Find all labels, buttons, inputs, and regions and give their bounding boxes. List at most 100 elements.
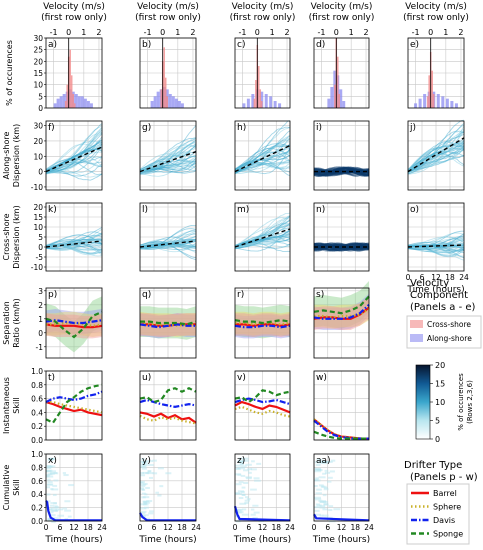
density-cell: [46, 493, 51, 496]
dispersion-track: [313, 244, 370, 250]
panel-n: n): [313, 202, 370, 272]
density-cell: [157, 467, 164, 470]
density-cell: [328, 509, 333, 512]
dispersion-track: [407, 239, 465, 253]
density-cell: [52, 484, 58, 487]
colorbar-tick-label: 0: [435, 435, 440, 444]
cross-shore-swatch: [410, 320, 423, 328]
along-shore-bar: [150, 101, 154, 108]
dispersion-track: [139, 240, 197, 249]
dispersion-track: [313, 166, 370, 178]
density-cell: [240, 474, 246, 477]
panel-f: f) -10 0 10 20 30: [31, 120, 103, 192]
y-tick-label: -5: [36, 253, 44, 262]
density-cell: [235, 483, 242, 486]
dispersion-track: [140, 139, 197, 175]
density-cell: [322, 508, 328, 511]
dispersion-track: [313, 167, 370, 176]
y-tick-label: 0.8: [31, 381, 43, 390]
dispersion-track: [313, 169, 370, 174]
density-cell: [147, 463, 154, 466]
dispersion-track: [234, 161, 291, 170]
dispersion-track: [313, 243, 370, 251]
top-tick-label: -1: [238, 28, 246, 37]
dispersion-track: [407, 152, 465, 171]
dispersion-track: [45, 234, 103, 247]
sponge-line: [313, 295, 370, 315]
density-cell: [242, 457, 249, 460]
panel-frame: [313, 37, 370, 109]
dispersion-track: [139, 163, 197, 172]
density-cell: [314, 470, 322, 473]
y-tick-label: 0: [38, 329, 43, 338]
panel-x: x) 0.0 0.2 0.4 0.6 0.8 1.0 0 6 12 18 24 Time (hours): [31, 450, 107, 545]
dispersion-track: [234, 148, 291, 175]
density-cell: [145, 486, 150, 489]
density-cell: [236, 509, 242, 512]
cross-shore-bar: [337, 56, 339, 108]
density-cell: [240, 491, 245, 494]
cross-shore-bar: [428, 75, 430, 108]
x-tick-label: 24: [364, 523, 374, 532]
density-cell: [141, 465, 147, 468]
along-shore-bar: [171, 96, 175, 108]
density-cell: [47, 459, 54, 462]
dispersion-track: [313, 168, 370, 175]
density-cell: [244, 501, 249, 504]
dispersion-track: [234, 228, 291, 252]
along-shore-bar: [273, 101, 277, 108]
dispersion-track: [407, 245, 465, 251]
top-axis-sublabel: (first row only): [309, 13, 375, 23]
y-tick-label: 0.4: [31, 490, 43, 499]
panel-d: d) -1 0 1 2 Velocity (m/s)(first row only): [309, 2, 375, 109]
x-axis-label: Time (hours): [233, 535, 291, 545]
dispersion-track: [407, 154, 465, 173]
x-axis-label: Time (hours): [138, 535, 196, 545]
x-tick-label: 0: [44, 523, 49, 532]
density-cell: [318, 484, 324, 487]
sphere-line: [314, 308, 370, 319]
top-tick-label: 1: [270, 28, 275, 37]
sphere-line: [234, 405, 291, 418]
cross-shore-bar: [338, 94, 341, 108]
density-cell: [155, 491, 159, 494]
density-cell: [247, 471, 252, 474]
x-tick-label: 12: [431, 273, 441, 282]
dispersion-track: [45, 228, 103, 251]
density-cell: [241, 493, 246, 496]
dispersion-track: [313, 166, 370, 178]
density-cell: [323, 486, 328, 489]
dispersion-track: [45, 129, 103, 174]
density-cell: [320, 485, 325, 488]
panel-letter: x): [48, 456, 57, 466]
panel-c: c) -1 0 1 2 Velocity (m/s)(first row only): [230, 2, 295, 109]
density-cell: [237, 511, 244, 514]
along-shore-bar: [62, 94, 66, 108]
dispersion-track: [407, 123, 465, 174]
dispersion-track: [45, 238, 103, 254]
dispersion-track: [45, 127, 103, 174]
density-cell: [49, 511, 54, 514]
dispersion-track: [139, 153, 197, 170]
dispersion-track: [139, 158, 197, 173]
x-tick-label: 0: [406, 273, 411, 282]
dispersion-track: [139, 155, 197, 173]
dispersion-track: [407, 124, 465, 175]
y-tick-label: -1: [36, 343, 44, 352]
dispersion-track: [45, 240, 103, 251]
dispersion-track: [45, 141, 103, 172]
along-shore-bar: [242, 103, 246, 108]
dispersion-track: [139, 243, 197, 249]
dispersion-track: [313, 242, 370, 252]
panel-frame: [234, 287, 291, 359]
davis-line: [139, 512, 196, 522]
dispersion-track: [313, 242, 370, 252]
density-cell: [57, 508, 63, 511]
along-shore-bar: [59, 96, 63, 108]
row-label: Skill: [12, 479, 21, 495]
density-cell: [314, 478, 319, 481]
panel-letter: c): [237, 40, 245, 50]
dispersion-track: [407, 149, 465, 173]
dispersion-track: [407, 140, 465, 171]
